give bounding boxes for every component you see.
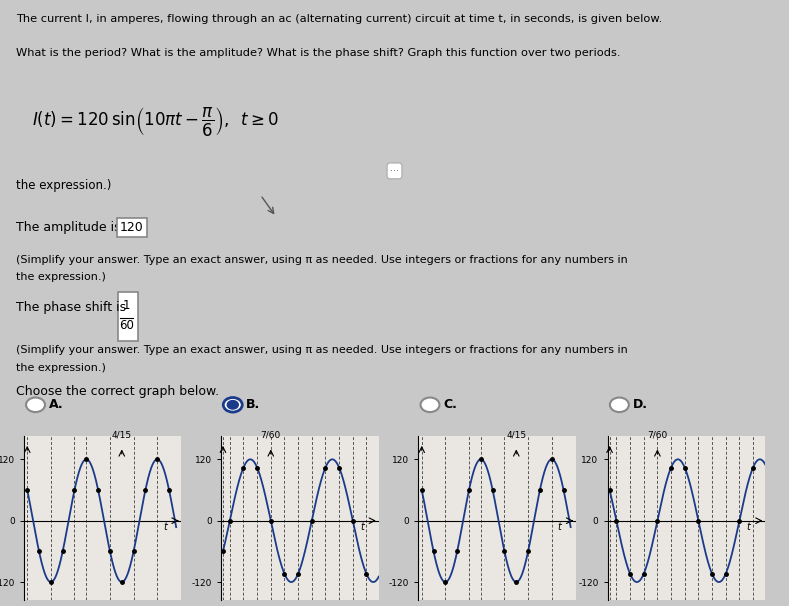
Text: The current I, in amperes, flowing through an ac (alternating current) circuit a: The current I, in amperes, flowing throu… <box>16 13 662 24</box>
Text: Choose the correct graph below.: Choose the correct graph below. <box>16 385 219 398</box>
Text: D.: D. <box>633 398 648 411</box>
Text: A.: A. <box>49 398 64 411</box>
Text: (Simplify your answer. Type an exact answer, using π as needed. Use integers or : (Simplify your answer. Type an exact ans… <box>16 345 627 355</box>
Text: What is the period? What is the amplitude? What is the phase shift? Graph this f: What is the period? What is the amplitud… <box>16 47 620 58</box>
Text: 4/15: 4/15 <box>112 431 132 440</box>
FancyBboxPatch shape <box>118 292 138 341</box>
Text: the expression.): the expression.) <box>16 179 111 192</box>
Text: 60: 60 <box>119 319 133 331</box>
Text: t: t <box>163 522 166 532</box>
Text: 120: 120 <box>120 221 144 235</box>
Text: 7/60: 7/60 <box>260 431 281 440</box>
Text: The phase shift is: The phase shift is <box>16 301 130 314</box>
Text: t: t <box>558 522 561 532</box>
Text: 7/60: 7/60 <box>647 431 667 440</box>
Text: the expression.): the expression.) <box>16 272 106 282</box>
Text: t: t <box>360 522 364 532</box>
Text: 1: 1 <box>122 299 130 312</box>
Text: 4/15: 4/15 <box>507 431 526 440</box>
Text: $I(t) = 120\,\sin\!\left(10\pi t - \dfrac{\pi}{6}\right),\;\; t \geq 0$: $I(t) = 120\,\sin\!\left(10\pi t - \dfra… <box>32 105 279 138</box>
Text: t: t <box>746 522 750 532</box>
Text: B.: B. <box>246 398 260 411</box>
Text: ···: ··· <box>390 166 399 176</box>
Text: (Simplify your answer. Type an exact answer, using π as needed. Use integers or : (Simplify your answer. Type an exact ans… <box>16 255 627 265</box>
Text: The amplitude is: The amplitude is <box>16 221 125 235</box>
Text: C.: C. <box>443 398 458 411</box>
Text: the expression.): the expression.) <box>16 363 106 373</box>
